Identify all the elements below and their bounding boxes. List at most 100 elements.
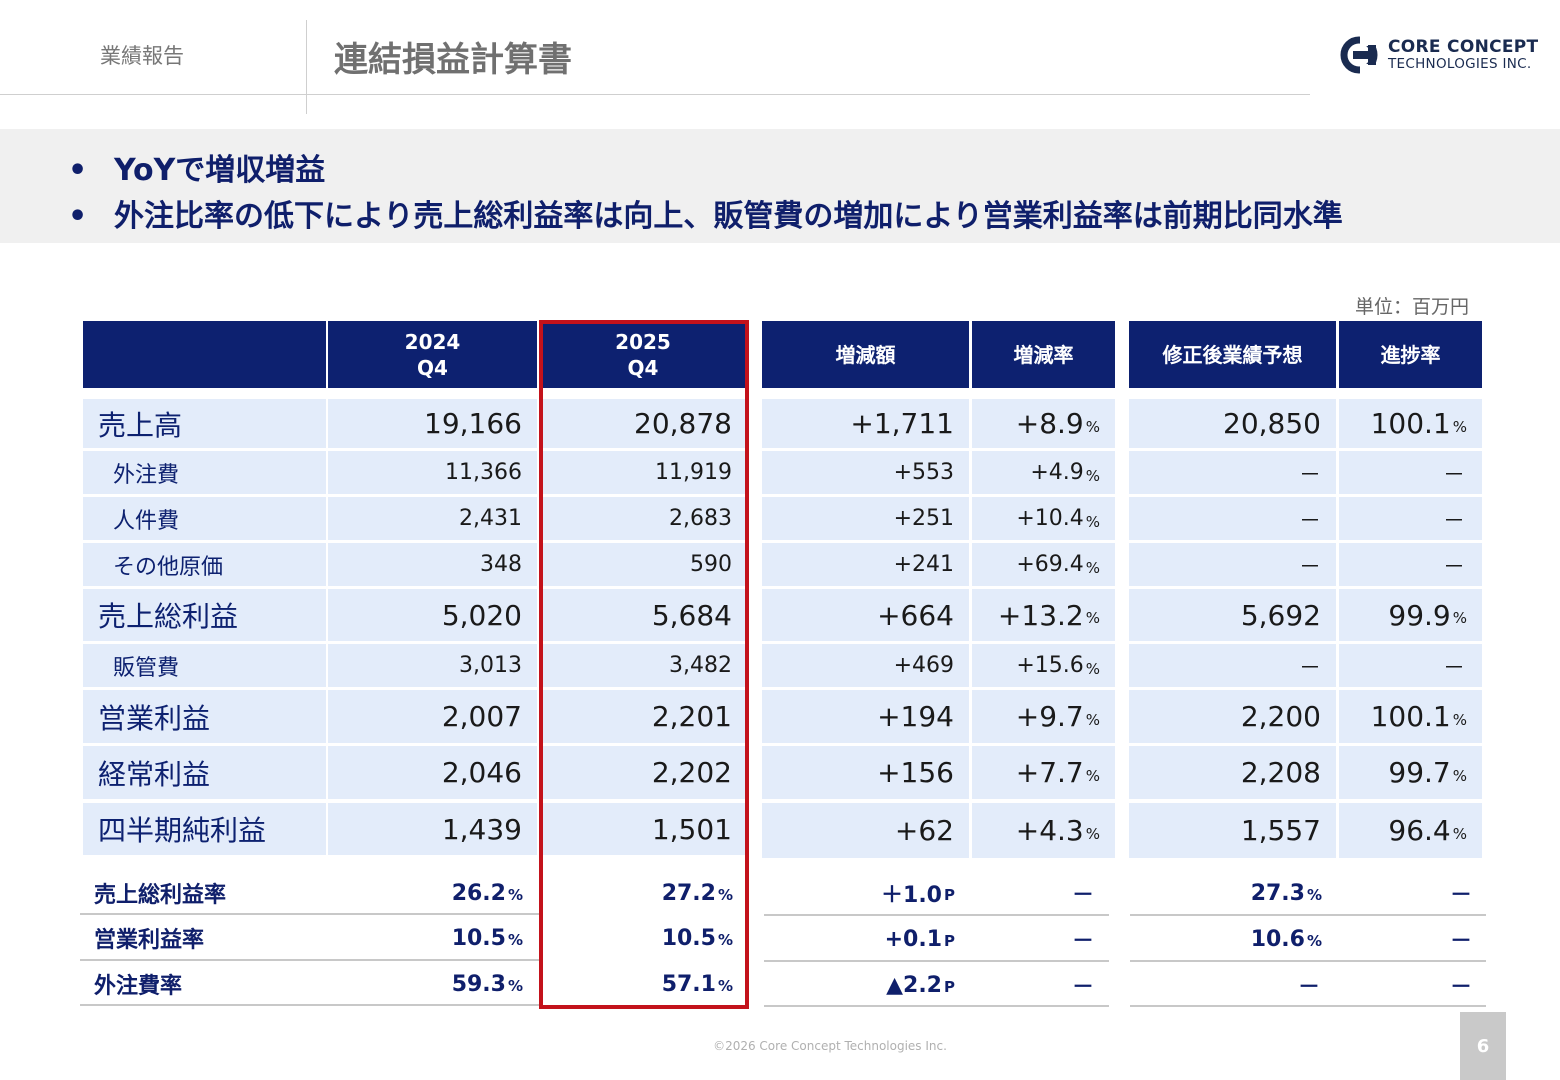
row-label: 営業利益	[83, 690, 326, 743]
ratio-number: ▲2.2	[886, 972, 942, 998]
ratio-forecast: －	[1130, 964, 1336, 1006]
ratio-number: +0.1	[884, 926, 942, 952]
rate-unit: %	[1085, 417, 1100, 436]
value-change-rate: +13.2%	[972, 589, 1115, 641]
value-2025: 3,482	[539, 644, 747, 687]
value-2025: 2,201	[539, 690, 747, 743]
page-title: 連結損益計算書	[334, 40, 572, 80]
ratio-progress: －	[1449, 883, 1472, 908]
ratio-2024: 26.2%	[330, 872, 537, 914]
value-change-rate: +69.4%	[972, 543, 1115, 586]
row-divider	[80, 1004, 540, 1006]
logo-mark-icon	[1340, 33, 1382, 77]
copyright: ©2026 Core Concept Technologies Inc.	[713, 1039, 947, 1053]
value-change: +251	[762, 497, 969, 540]
ratio-progress: －	[1449, 929, 1472, 954]
header-year: 2025	[615, 329, 671, 354]
value-change-rate: +9.7%	[972, 690, 1115, 743]
rate-number: +4.9	[1030, 460, 1084, 485]
ratio-change-rate: －	[1071, 975, 1094, 1000]
ratio-unit: %	[717, 931, 733, 949]
value-2025: 2,683	[539, 497, 747, 540]
value-2024: 19,166	[328, 399, 537, 448]
header-divider	[306, 20, 307, 114]
value-change: +241	[762, 543, 969, 586]
row-divider	[1130, 960, 1486, 962]
header-forecast: 修正後業績予想	[1129, 321, 1336, 388]
ratio-label: 外注費率	[94, 974, 183, 999]
value-progress: 99.9%	[1339, 589, 1482, 641]
progress-unit: %	[1452, 417, 1467, 436]
row-label: 売上総利益	[83, 589, 326, 641]
summary-point: • YoYで増収増益	[68, 145, 325, 189]
header-rule	[0, 94, 1310, 95]
progress-number: －	[1442, 462, 1465, 488]
progress-number: 96.4	[1388, 814, 1451, 847]
rate-unit: %	[1085, 512, 1100, 531]
row-divider	[764, 1005, 1109, 1007]
ratio-forecast: 10.6%	[1130, 918, 1336, 960]
ratio-unit: %	[507, 931, 523, 949]
company-logo: CORE CONCEPT TECHNOLOGIES INC.	[1338, 33, 1548, 77]
bullet-icon: •	[68, 153, 88, 188]
row-divider	[1130, 914, 1486, 916]
ratio-number: 59.3	[451, 971, 506, 997]
rate-unit: %	[1085, 710, 1100, 729]
rate-unit: %	[1085, 609, 1100, 627]
value-2024: 2,046	[328, 746, 537, 799]
value-2024: 2,007	[328, 690, 537, 743]
progress-unit: %	[1452, 710, 1467, 729]
ratio-2024: 10.5%	[330, 917, 537, 959]
summary-text: YoYで増収増益	[114, 153, 326, 188]
ratio-number: －	[1297, 975, 1320, 1000]
ratio-2024: 59.3%	[330, 963, 537, 1005]
value-change-rate: +15.6%	[972, 644, 1115, 687]
value-forecast: 2,200	[1129, 690, 1336, 743]
header-quarter: Q4	[417, 355, 448, 380]
ratio-unit: %	[507, 977, 523, 995]
summary-point: • 外注比率の低下により売上総利益率は向上、販管費の増加により営業利益率は前期比同…	[68, 191, 1343, 235]
value-progress: －	[1339, 497, 1482, 540]
value-forecast: －	[1129, 543, 1336, 586]
rate-unit: %	[1085, 824, 1100, 843]
rate-number: +69.4	[1016, 552, 1084, 577]
value-2024: 348	[328, 543, 537, 586]
header-change: 増減額	[762, 321, 969, 388]
value-forecast: －	[1129, 451, 1336, 494]
summary-band: • YoYで増収増益 • 外注比率の低下により売上総利益率は向上、販管費の増加により…	[0, 129, 1560, 243]
row-divider	[764, 914, 1109, 916]
progress-unit: %	[1452, 824, 1467, 843]
value-forecast: 2,208	[1129, 746, 1336, 799]
logo-text-line1: CORE CONCEPT	[1388, 37, 1539, 57]
rate-number: +13.2	[997, 598, 1084, 632]
header-blank	[83, 321, 326, 388]
value-change: +469	[762, 644, 969, 687]
ratio-unit: %	[507, 886, 523, 904]
rate-unit: %	[1085, 558, 1100, 577]
row-divider	[80, 959, 540, 961]
progress-number: －	[1442, 554, 1465, 580]
row-label: 外注費	[83, 451, 326, 494]
ratio-label: 売上総利益率	[94, 883, 227, 908]
progress-unit: %	[1452, 766, 1467, 785]
rate-number: +10.4	[1016, 506, 1084, 531]
row-label: その他原価	[83, 543, 326, 586]
rate-number: +8.9	[1015, 407, 1084, 440]
value-forecast: 1,557	[1129, 803, 1336, 858]
progress-number: 99.7	[1388, 756, 1451, 789]
header-quarter: Q4	[627, 355, 659, 380]
value-progress: 100.1%	[1339, 690, 1482, 743]
value-2024: 5,020	[328, 589, 537, 641]
value-2025: 20,878	[539, 399, 747, 448]
header-change-rate: 増減率	[972, 321, 1115, 388]
ratio-change-rate: －	[1071, 883, 1094, 908]
value-2024: 1,439	[328, 803, 537, 855]
value-progress: －	[1339, 451, 1482, 494]
unit-note: 単位：百万円	[1355, 296, 1470, 318]
progress-unit: %	[1452, 609, 1467, 627]
progress-number: －	[1442, 508, 1465, 534]
logo-text-line2: TECHNOLOGIES INC.	[1388, 56, 1532, 72]
ratio-2025: 10.5%	[539, 917, 747, 959]
ratio-number: 27.3	[1250, 880, 1305, 906]
value-change: +62	[762, 803, 969, 858]
